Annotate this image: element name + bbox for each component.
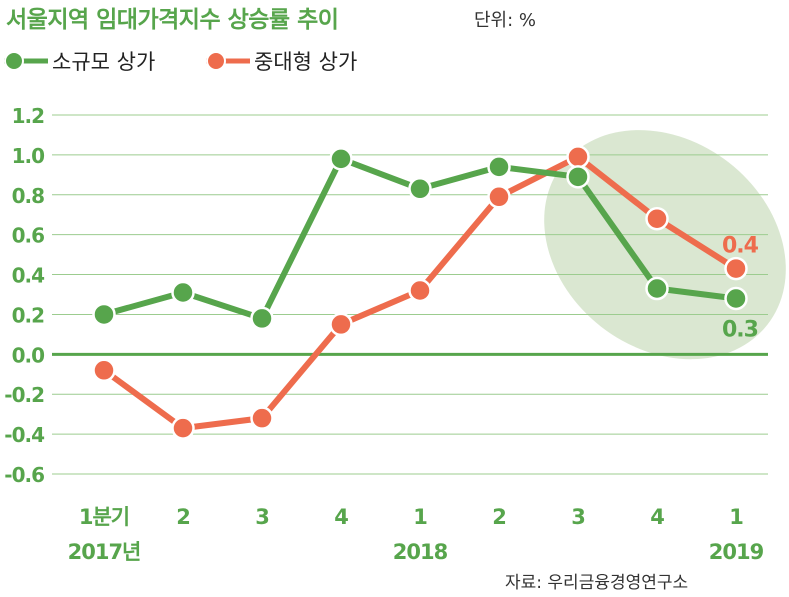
x-tick-label: 3 bbox=[571, 505, 585, 529]
x-tick-label: 1 bbox=[413, 505, 427, 529]
x-tick-label: 1 bbox=[729, 505, 743, 529]
data-label: 0.4 bbox=[722, 234, 759, 259]
y-tick-label: 1.2 bbox=[12, 104, 45, 128]
data-point-mid-large-stores bbox=[724, 256, 748, 281]
x-year-label: 2019 bbox=[709, 540, 764, 564]
x-tick-label: 3 bbox=[255, 505, 269, 529]
data-point-small-stores bbox=[408, 177, 432, 201]
y-tick-label: 0.4 bbox=[12, 264, 45, 288]
data-point-mid-large-stores bbox=[250, 406, 274, 430]
legend-label-small-stores: 소규모 상가 bbox=[52, 50, 156, 74]
data-point-mid-large-stores bbox=[566, 145, 590, 169]
data-point-mid-large-stores bbox=[645, 206, 669, 231]
data-point-small-stores bbox=[645, 276, 669, 301]
legend-line-marker-green-icon bbox=[4, 51, 48, 71]
y-tick-label: 0.6 bbox=[12, 224, 45, 248]
legend-line-marker-orange-icon bbox=[206, 51, 250, 71]
x-tick-label: 4 bbox=[650, 505, 664, 529]
source-note: 자료: 우리금융경영연구소 bbox=[505, 573, 689, 593]
data-point-small-stores bbox=[724, 286, 748, 311]
data-point-small-stores bbox=[92, 302, 116, 327]
data-point-mid-large-stores bbox=[171, 416, 195, 440]
x-year-label: 2017년 bbox=[68, 540, 141, 564]
x-tick-label: 2 bbox=[176, 505, 190, 529]
data-point-small-stores bbox=[487, 155, 511, 179]
y-tick-label: 0.0 bbox=[12, 343, 45, 367]
data-point-mid-large-stores bbox=[329, 312, 353, 337]
unit-label: 단위: % bbox=[474, 10, 537, 31]
data-point-small-stores bbox=[329, 147, 353, 171]
data-point-small-stores bbox=[250, 306, 274, 331]
data-point-mid-large-stores bbox=[92, 358, 116, 383]
data-point-small-stores bbox=[171, 280, 195, 305]
chart-title: 서울지역 임대가격지수 상승률 추이 bbox=[6, 7, 339, 33]
data-point-small-stores bbox=[566, 165, 590, 189]
y-tick-label: -0.4 bbox=[4, 423, 44, 447]
x-tick-label: 2 bbox=[492, 505, 506, 529]
x-tick-label: 1분기 bbox=[79, 505, 129, 529]
legend-label-mid-large-stores: 중대형 상가 bbox=[254, 50, 358, 74]
y-tick-label: -0.2 bbox=[4, 383, 44, 407]
data-label: 0.3 bbox=[722, 317, 758, 342]
y-tick-label: 1.0 bbox=[12, 144, 45, 168]
y-tick-label: 0.8 bbox=[12, 184, 45, 208]
data-point-mid-large-stores bbox=[408, 278, 432, 303]
y-tick-label: -0.6 bbox=[4, 463, 44, 487]
x-year-label: 2018 bbox=[393, 540, 448, 564]
y-tick-label: 0.2 bbox=[12, 303, 45, 327]
data-point-mid-large-stores bbox=[487, 185, 511, 209]
x-tick-label: 4 bbox=[334, 505, 348, 529]
